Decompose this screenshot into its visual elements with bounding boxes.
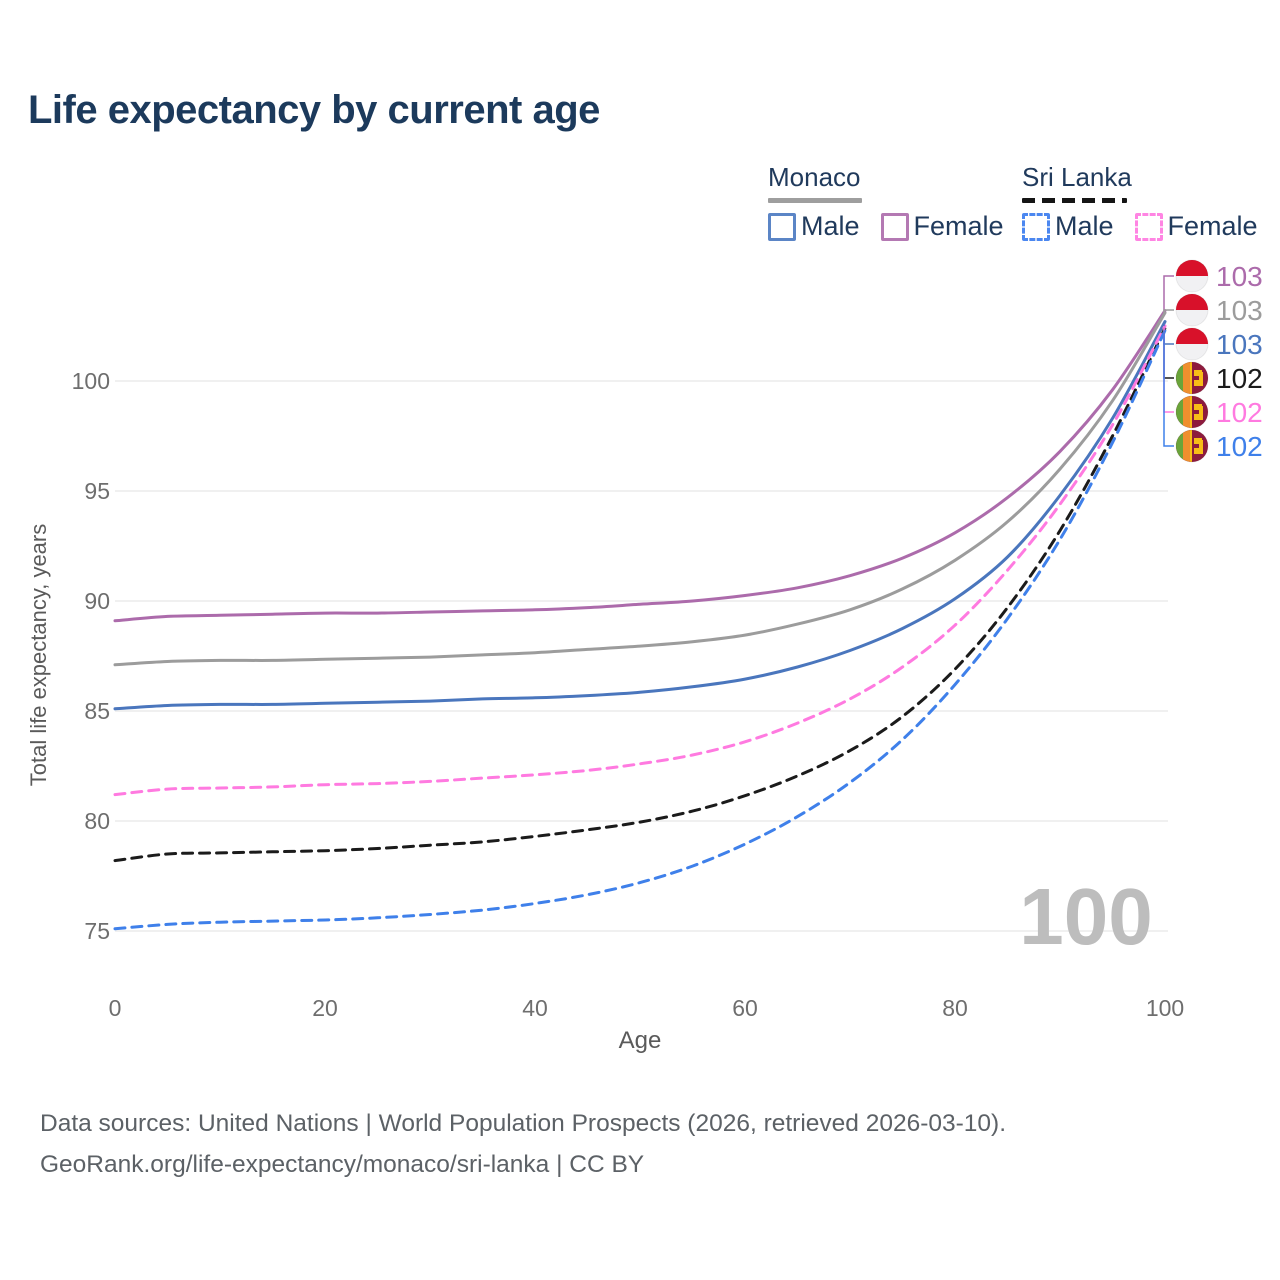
end-value-sri-lanka-female: 102 bbox=[1216, 397, 1263, 428]
legend-sri-lanka-female[interactable]: Female bbox=[1134, 211, 1258, 242]
footer-url-license: GeoRank.org/life-expectancy/monaco/sri-l… bbox=[40, 1151, 645, 1178]
series-line-sri-lanka-both-sexes bbox=[113, 326, 1167, 863]
y-axis-ticks: 75 80 85 90 95 100 bbox=[72, 368, 110, 944]
end-value-monaco-male: 103 bbox=[1216, 329, 1263, 360]
sri-lanka-flag-art bbox=[1176, 396, 1208, 428]
connector-sri-lanka-female bbox=[1163, 326, 1174, 413]
footer-data-sources: Data sources: United Nations | World Pop… bbox=[40, 1110, 1007, 1137]
x-axis-title: Age bbox=[619, 1027, 662, 1054]
y-tick-80: 80 bbox=[84, 808, 110, 834]
legend-monaco-female[interactable]: Female bbox=[880, 211, 1004, 242]
y-tick-90: 90 bbox=[84, 588, 110, 614]
flag-ring bbox=[1175, 259, 1209, 293]
legend-sri-lanka-male[interactable]: Male bbox=[1022, 211, 1114, 242]
legend-monaco-female-checkbox[interactable] bbox=[880, 212, 909, 241]
series-line-monaco-female bbox=[113, 309, 1167, 623]
monaco-flag-red-half bbox=[1176, 328, 1208, 344]
flag-ring bbox=[1175, 429, 1209, 463]
monaco-flag-red-half bbox=[1176, 260, 1208, 276]
legend-group-sri-lanka: Sri Lanka Male Female bbox=[1022, 162, 1279, 242]
x-tick-0: 0 bbox=[109, 995, 122, 1021]
x-tick-100: 100 bbox=[1146, 995, 1184, 1021]
legend-monaco-female-label: Female bbox=[913, 211, 1004, 241]
series-lines bbox=[113, 309, 1167, 931]
y-tick-95: 95 bbox=[84, 478, 110, 504]
x-tick-60: 60 bbox=[732, 995, 758, 1021]
connector-sri-lanka-male bbox=[1163, 330, 1174, 447]
page-title: Life expectancy by current age bbox=[28, 88, 600, 132]
flag-ring bbox=[1175, 395, 1209, 429]
series-line-sri-lanka-male bbox=[113, 328, 1167, 931]
series-line-sri-lanka-female bbox=[113, 324, 1167, 797]
legend-monaco-title: Monaco bbox=[768, 162, 861, 192]
legend-sri-lanka-male-checkbox[interactable] bbox=[1022, 212, 1050, 241]
x-tick-20: 20 bbox=[312, 995, 338, 1021]
gridlines bbox=[115, 380, 1168, 932]
end-value-monaco-both-sexes: 103 bbox=[1216, 295, 1263, 326]
flag-ring bbox=[1175, 361, 1209, 395]
legend-sri-lanka-items: Male Female bbox=[1022, 211, 1279, 242]
y-axis-title: Total life expectancy, years bbox=[26, 524, 51, 787]
legend-monaco-line-sample bbox=[768, 198, 862, 203]
legend-group-monaco: Monaco Male Female bbox=[768, 162, 1025, 242]
flag-ring bbox=[1175, 293, 1209, 327]
y-tick-85: 85 bbox=[84, 698, 110, 724]
flag-icon-monaco bbox=[1175, 259, 1209, 293]
y-tick-100: 100 bbox=[72, 368, 110, 394]
end-value-sri-lanka-male: 102 bbox=[1216, 431, 1263, 462]
legend-sri-lanka-title: Sri Lanka bbox=[1022, 162, 1132, 192]
legend-sri-lanka-female-label: Female bbox=[1167, 211, 1258, 241]
series-line-monaco-both-sexes bbox=[113, 311, 1167, 667]
flag-icon-srilanka bbox=[1175, 361, 1209, 395]
flag-icon-monaco bbox=[1175, 327, 1209, 361]
legend-sri-lanka-male-label: Male bbox=[1055, 211, 1114, 241]
y-tick-75: 75 bbox=[84, 918, 110, 944]
footer: Data sources: United Nations | World Pop… bbox=[40, 1103, 1006, 1185]
legend-monaco-male-checkbox[interactable] bbox=[768, 212, 796, 241]
watermark-age-label: 100 bbox=[1019, 872, 1152, 961]
connector-monaco-both-sexes bbox=[1163, 309, 1174, 313]
sri-lanka-flag-art bbox=[1176, 362, 1208, 394]
legend-monaco-items: Male Female bbox=[768, 211, 1025, 242]
flag-ring bbox=[1175, 327, 1209, 361]
legend-sri-lanka-line-sample bbox=[1022, 198, 1127, 203]
x-tick-80: 80 bbox=[942, 995, 968, 1021]
monaco-flag-red-half bbox=[1176, 294, 1208, 310]
x-tick-40: 40 bbox=[522, 995, 548, 1021]
flag-icon-monaco bbox=[1175, 293, 1209, 327]
end-value-monaco-female: 103 bbox=[1216, 261, 1263, 292]
legend-sri-lanka-female-checkbox[interactable] bbox=[1134, 212, 1163, 241]
sri-lanka-flag-art bbox=[1176, 430, 1208, 462]
connector-monaco-female bbox=[1163, 275, 1174, 311]
legend-monaco-male[interactable]: Male bbox=[768, 211, 860, 242]
series-line-monaco-male bbox=[113, 320, 1167, 711]
connector-sri-lanka-both-sexes bbox=[1163, 328, 1174, 379]
legend-monaco-male-label: Male bbox=[801, 211, 860, 241]
end-value-sri-lanka-both-sexes: 102 bbox=[1216, 363, 1263, 394]
flag-icon-srilanka bbox=[1175, 395, 1209, 429]
x-axis-ticks: 0 20 40 60 80 100 bbox=[109, 995, 1185, 1021]
flag-icon-srilanka bbox=[1175, 429, 1209, 463]
